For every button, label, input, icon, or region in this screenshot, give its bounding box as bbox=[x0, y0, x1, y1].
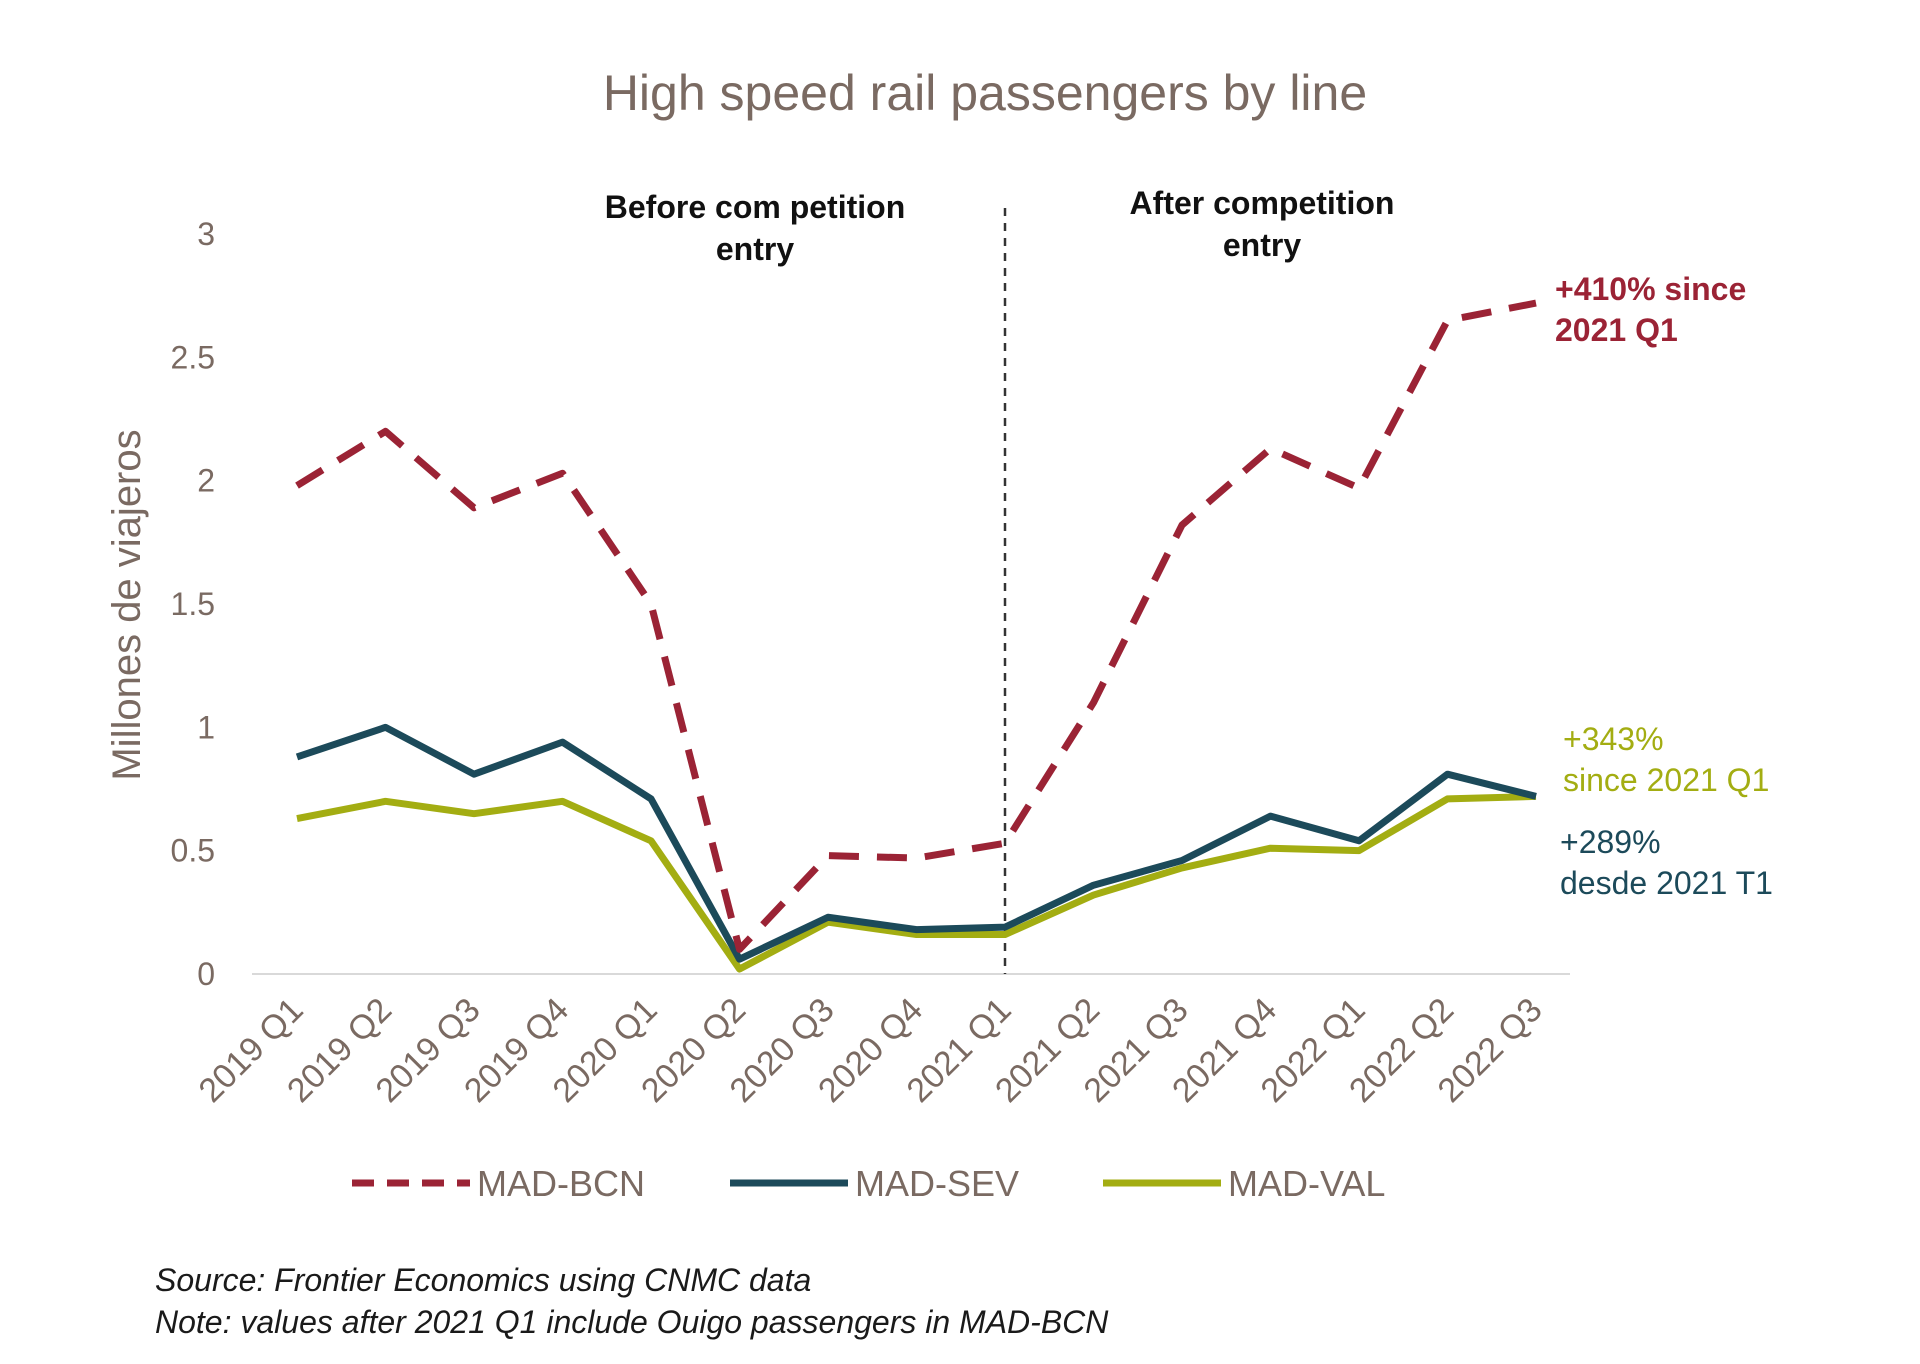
series-line-mad-bcn bbox=[295, 299, 1537, 953]
annotation-mad-bcn: 2021 Q1 bbox=[1555, 312, 1678, 348]
chart-title: High speed rail passengers by line bbox=[603, 65, 1367, 121]
series-line-mad-sev bbox=[295, 723, 1537, 963]
before-competition-label: entry bbox=[716, 231, 794, 267]
y-axis-ticks: 0 0.5 1 1.5 2 2.5 3 bbox=[171, 216, 215, 992]
series-lines bbox=[295, 299, 1537, 973]
source-note: Source: Frontier Economics using CNMC da… bbox=[155, 1262, 812, 1298]
y-tick-label: 1 bbox=[197, 709, 215, 745]
y-tick-label: 2.5 bbox=[171, 339, 215, 375]
annotation-mad-val: +343% bbox=[1563, 721, 1664, 757]
annotation-mad-sev: +289% bbox=[1560, 824, 1661, 860]
y-tick-label: 0 bbox=[197, 956, 215, 992]
annotation-mad-bcn: +410% since bbox=[1555, 271, 1746, 307]
y-tick-label: 3 bbox=[197, 216, 215, 252]
legend-label-mad-sev: MAD-SEV bbox=[855, 1163, 1019, 1204]
series-line-mad-val bbox=[296, 792, 1537, 973]
y-axis-label: Millones de viajeros bbox=[105, 429, 149, 780]
y-tick-label: 1.5 bbox=[171, 586, 215, 622]
before-competition-label: Before com petition bbox=[605, 189, 905, 225]
section-labels: Before com petition entry After competitio… bbox=[605, 185, 1395, 267]
after-competition-label: After competition bbox=[1130, 185, 1395, 221]
annotation-mad-val: since 2021 Q1 bbox=[1563, 762, 1769, 798]
legend-label-mad-bcn: MAD-BCN bbox=[477, 1163, 645, 1204]
data-note: Note: values after 2021 Q1 include Ouigo… bbox=[155, 1304, 1109, 1340]
legend-label-mad-val: MAD-VAL bbox=[1228, 1163, 1385, 1204]
y-tick-label: 2 bbox=[197, 463, 215, 499]
legend: MAD-BCN MAD-SEV MAD-VAL bbox=[352, 1163, 1385, 1204]
growth-annotations: +410% since 2021 Q1 +343% since 2021 Q1 +289… bbox=[1555, 271, 1773, 901]
annotation-mad-sev: desde 2021 T1 bbox=[1560, 865, 1773, 901]
after-competition-label: entry bbox=[1223, 227, 1301, 263]
y-tick-label: 0.5 bbox=[171, 833, 215, 869]
